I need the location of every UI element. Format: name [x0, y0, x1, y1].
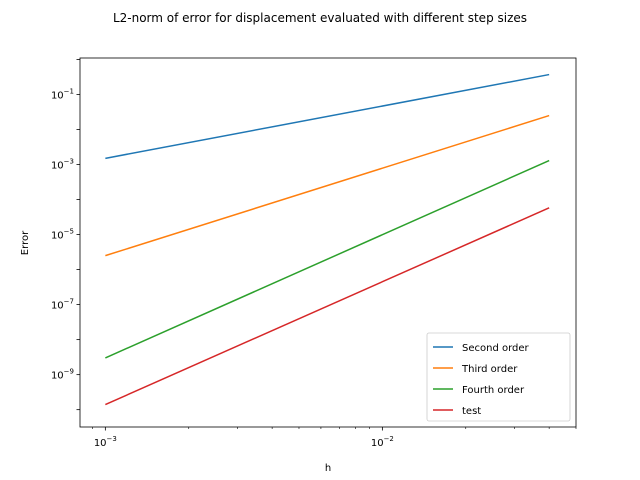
y-axis-ticks: 10−9 10−7 10−5 10−3 10−1 — [51, 59, 80, 411]
series-line — [105, 73, 550, 160]
y-tick-label: 10−1 — [51, 87, 74, 101]
legend: Second order Third order Fourth order test — [426, 332, 571, 422]
plot-area — [79, 57, 577, 428]
series-line — [105, 114, 550, 257]
x-tick-label: 10−3 — [94, 435, 117, 449]
legend-entry: Third order — [461, 364, 518, 375]
y-tick-label: 10−5 — [51, 228, 74, 242]
legend-entry: Second order — [462, 343, 530, 354]
x-axis-ticks: 10−3 10−2 — [92, 427, 577, 449]
legend-entry: test — [462, 406, 481, 417]
series-line — [105, 159, 550, 359]
chart-title: L2-norm of error for displacement evalua… — [113, 11, 527, 25]
x-tick-label: 10−2 — [371, 435, 394, 449]
y-tick-label: 10−7 — [51, 298, 74, 312]
legend-box — [426, 332, 571, 422]
series-line — [105, 207, 550, 406]
legend-entry: Fourth order — [462, 385, 525, 396]
series-group — [105, 73, 550, 406]
x-axis-label: h — [325, 463, 331, 474]
y-tick-label: 10−9 — [51, 368, 74, 382]
y-tick-label: 10−3 — [51, 158, 74, 172]
y-axis-label: Error — [20, 230, 31, 255]
